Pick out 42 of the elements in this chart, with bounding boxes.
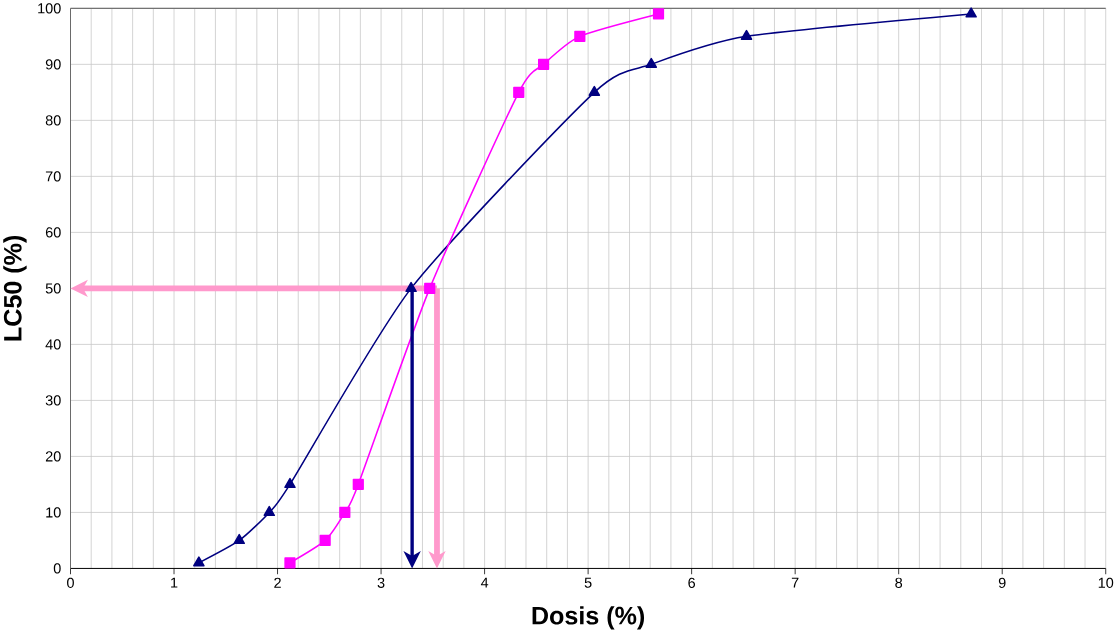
y-tick-label: 0 — [53, 563, 61, 574]
y-tick-label: 50 — [45, 283, 61, 294]
x-tick-label: 7 — [791, 577, 799, 588]
point — [352, 478, 364, 491]
x-tick-label: 0 — [67, 577, 74, 589]
point — [193, 556, 205, 567]
point — [339, 506, 351, 519]
point — [588, 85, 601, 97]
x-tick-label: 2 — [274, 577, 281, 588]
x-tick-label: 9 — [998, 577, 1006, 589]
y-tick-label: 70 — [45, 171, 61, 182]
point — [513, 86, 525, 99]
point — [965, 7, 977, 18]
x-tick-label: 4 — [480, 577, 489, 588]
x-tick-label: 1 — [171, 577, 178, 588]
point — [652, 8, 665, 20]
point — [424, 282, 436, 295]
x-tick-label: 3 — [377, 577, 385, 589]
y-tick-label: 10 — [46, 507, 61, 518]
point — [645, 57, 658, 69]
x-axis-title: Dosis (%) — [532, 606, 645, 630]
x-tick-label: 5 — [584, 577, 592, 588]
y-axis-title: LC50 (%) — [3, 236, 27, 341]
y-tick-label: 30 — [45, 395, 61, 406]
point — [284, 477, 296, 489]
y-tick-label: 90 — [45, 59, 61, 70]
point — [319, 534, 331, 547]
y-tick-label: 20 — [45, 451, 61, 462]
point — [405, 281, 417, 293]
y-tick-label: 80 — [45, 115, 61, 126]
x-tick-label: 10 — [1098, 577, 1114, 589]
x-tick-label: 6 — [688, 577, 696, 589]
point — [574, 30, 586, 43]
y-tick-label: 40 — [45, 339, 61, 350]
point — [233, 533, 246, 545]
y-tick-label: 100 — [38, 3, 61, 14]
point — [284, 557, 296, 569]
point — [537, 58, 550, 71]
point — [740, 29, 753, 41]
x-tick-label: 8 — [895, 577, 903, 589]
point — [263, 505, 276, 517]
y-tick-label: 60 — [45, 227, 61, 238]
